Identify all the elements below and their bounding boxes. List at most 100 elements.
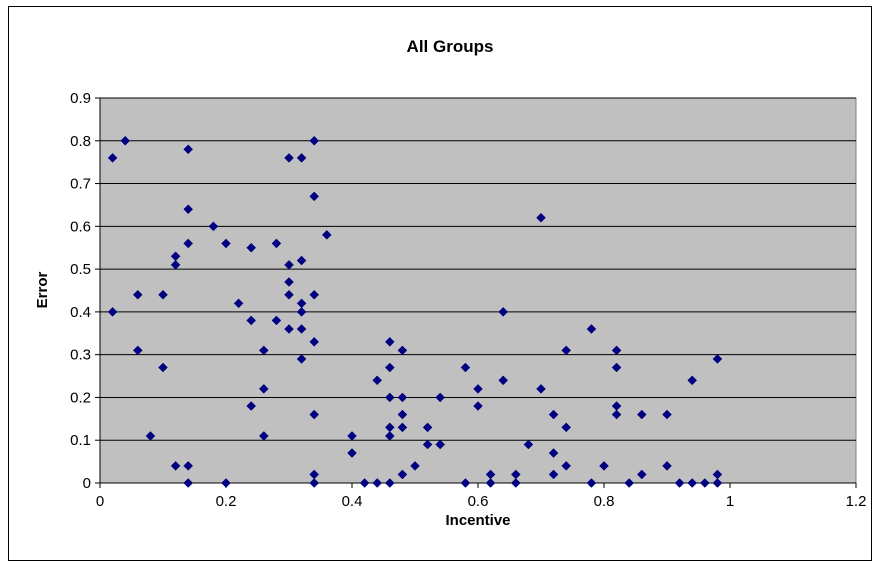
data-point <box>284 277 294 287</box>
data-point <box>460 362 471 373</box>
data-point <box>636 409 647 420</box>
data-point <box>158 289 168 300</box>
data-point <box>536 212 546 223</box>
data-point <box>561 345 572 356</box>
data-point <box>246 242 257 253</box>
data-point <box>132 289 143 300</box>
data-point <box>284 259 294 270</box>
data-point <box>271 238 282 249</box>
data-point <box>246 401 257 411</box>
data-point <box>183 144 194 155</box>
y-tick-label: 0.1 <box>70 432 91 449</box>
x-tick-label: 1.2 <box>846 493 867 510</box>
x-tick-label: 0.2 <box>216 493 237 510</box>
data-point <box>221 238 231 249</box>
y-tick-label: 0.4 <box>70 304 91 321</box>
y-tick-label: 0.5 <box>70 261 91 278</box>
plot-area <box>99 97 857 484</box>
y-tick-label: 0.8 <box>70 133 91 150</box>
data-point <box>309 135 320 146</box>
data-point <box>624 478 635 488</box>
data-point <box>384 431 395 441</box>
chart-frame: All Groups 0 0.1 0.2 0.3 0.4 0.5 0.6 0.7 0.8 0.9 0… <box>8 6 872 561</box>
x-tick-label: 0.4 <box>342 493 363 510</box>
data-point <box>662 461 672 471</box>
data-point <box>321 230 332 240</box>
data-point <box>158 362 168 373</box>
data-point <box>271 315 282 326</box>
data-point <box>372 478 383 488</box>
data-point <box>120 135 131 146</box>
data-point <box>611 409 622 420</box>
x-tick-label: 0.6 <box>468 493 489 510</box>
y-tick-label: 0.7 <box>70 176 91 193</box>
y-tick-label: 0.6 <box>70 218 91 235</box>
data-point <box>309 336 320 347</box>
data-point <box>636 469 647 480</box>
data-point <box>384 362 395 373</box>
y-tick-label: 0 <box>83 475 91 492</box>
x-axis-title: Incentive <box>445 512 510 529</box>
data-point <box>397 392 408 403</box>
data-point <box>548 409 559 420</box>
data-point <box>107 307 118 317</box>
data-point <box>611 362 622 373</box>
x-tick-label: 1 <box>726 493 734 510</box>
data-point <box>183 461 194 471</box>
data-point <box>296 153 307 163</box>
data-point <box>473 401 483 411</box>
data-point <box>586 478 597 488</box>
data-point <box>384 478 395 488</box>
data-point <box>372 375 383 386</box>
data-point <box>397 345 408 356</box>
data-point <box>347 431 357 441</box>
data-point <box>561 461 572 471</box>
data-point <box>309 409 320 420</box>
data-point <box>183 478 194 488</box>
x-tick-label: 0 <box>96 493 104 510</box>
data-point <box>586 324 597 334</box>
data-point <box>397 409 408 420</box>
data-point <box>510 478 521 488</box>
data-point <box>258 384 269 394</box>
data-point <box>473 384 483 394</box>
data-point <box>183 204 194 215</box>
data-point <box>712 354 723 364</box>
data-point <box>107 153 118 163</box>
data-point <box>674 478 685 488</box>
data-points <box>107 135 723 488</box>
data-point <box>284 324 294 334</box>
data-point <box>309 478 320 488</box>
data-point <box>410 461 420 471</box>
data-point <box>284 289 294 300</box>
data-point <box>296 255 307 266</box>
data-point <box>397 469 408 480</box>
data-point <box>397 422 408 433</box>
data-point <box>208 221 219 232</box>
data-point <box>132 345 143 356</box>
data-point <box>422 422 433 433</box>
data-point <box>548 448 559 458</box>
y-tick-label: 0.3 <box>70 347 91 364</box>
data-point <box>296 324 307 334</box>
x-tick-label: 0.8 <box>594 493 615 510</box>
data-point <box>561 422 572 433</box>
data-point <box>233 298 244 309</box>
data-point <box>435 392 446 403</box>
data-point <box>170 461 181 471</box>
data-point <box>221 478 231 488</box>
tick-labels: 0 0.1 0.2 0.3 0.4 0.5 0.6 0.7 0.8 0.9 0 0.2 0.4 0.6 0.… <box>70 90 866 510</box>
data-point <box>258 431 269 441</box>
data-point <box>687 478 698 488</box>
grid-lines <box>100 97 856 441</box>
scatter-chart: All Groups 00.10.20.30.40.50.60.70.80.90… <box>34 37 866 529</box>
data-point <box>485 478 496 488</box>
data-point <box>170 259 181 270</box>
data-point <box>309 191 320 202</box>
chart-title: All Groups <box>407 37 494 56</box>
data-point <box>284 153 294 163</box>
data-point <box>183 238 194 249</box>
data-point <box>347 448 357 458</box>
data-point <box>384 336 395 347</box>
data-point <box>296 354 307 364</box>
